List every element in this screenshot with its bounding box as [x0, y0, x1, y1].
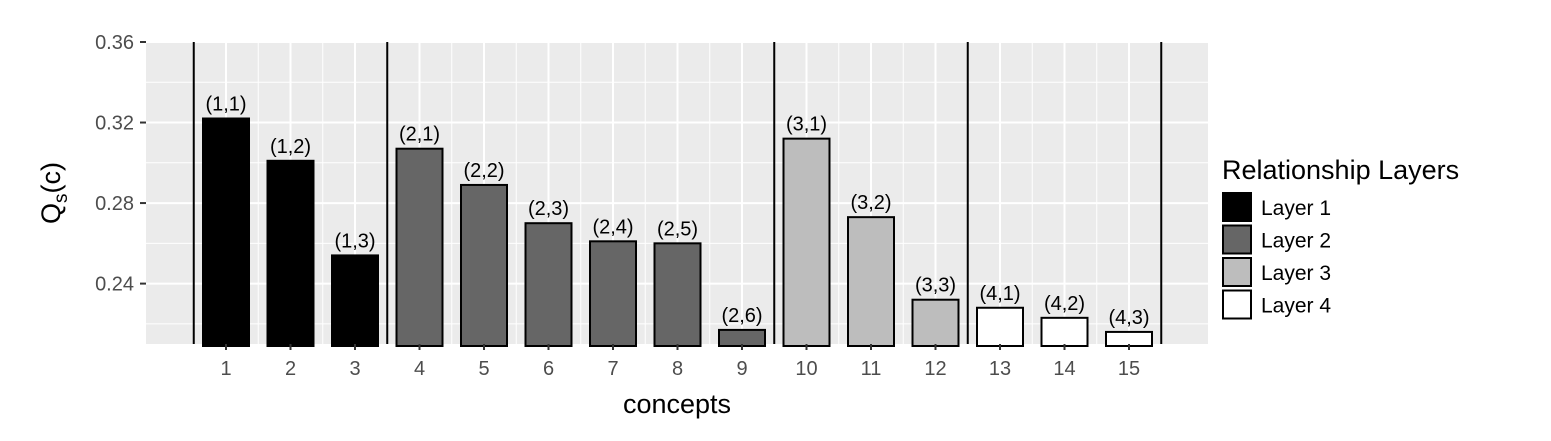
bar-6: [524, 222, 573, 347]
x-tick-label: 9: [736, 358, 747, 380]
bar-2: [266, 159, 315, 347]
y-axis-title-suffix: (c): [36, 162, 66, 193]
y-tick-label: 0.28: [95, 193, 134, 215]
x-tick-label: 11: [861, 358, 882, 380]
bar-label-6: (2,3): [528, 198, 569, 220]
bar-label-5: (2,2): [463, 160, 504, 182]
bar-1: [202, 117, 250, 347]
bar-label-1: (1,1): [205, 94, 246, 116]
bar-15: [1105, 330, 1153, 348]
bar-label-2: (1,2): [270, 136, 311, 158]
x-tick-label: 14: [1053, 358, 1075, 380]
legend-key-layer-1: [1222, 192, 1252, 222]
x-tick-label: 2: [285, 358, 296, 380]
bar-14: [1040, 316, 1089, 347]
bar-label-8: (2,5): [657, 218, 698, 240]
y-axis-title-subscript: s: [51, 193, 72, 203]
legend-key-layer-3: [1222, 257, 1252, 287]
y-axis: 0.24 0.28 0.32 0.36: [95, 32, 146, 296]
bar-13: [976, 306, 1024, 348]
x-tick-label: 13: [989, 358, 1011, 380]
bar-label-14: (4,2): [1044, 293, 1085, 315]
legend-label-layer-1: Layer 1: [1261, 197, 1331, 220]
x-axis: 1 2 3 4 5 6 7 8 9 10 11 12 13 14 15: [220, 344, 1140, 380]
legend-key-layer-2: [1222, 224, 1252, 255]
legend-title: Relationship Layers: [1222, 155, 1459, 185]
legend-label-layer-2: Layer 2: [1261, 230, 1331, 253]
y-tick-label: 0.36: [95, 32, 134, 54]
bar-label-9: (2,6): [721, 305, 762, 327]
bar-label-13: (4,1): [979, 283, 1020, 305]
y-axis-title: Qs(c): [36, 162, 72, 224]
bar-11: [847, 216, 895, 347]
bar-label-10: (3,1): [786, 114, 827, 136]
x-tick-label: 1: [220, 358, 231, 380]
bar-12: [911, 298, 960, 347]
legend: Relationship Layers Layer 1 Layer 2 Layer …: [1222, 155, 1459, 320]
bar-3: [331, 254, 379, 347]
bar-label-12: (3,3): [915, 275, 956, 297]
bar-label-7: (2,4): [592, 216, 633, 238]
y-tick-label: 0.32: [95, 113, 134, 135]
legend-key-layer-4: [1222, 289, 1252, 320]
bar-label-4: (2,1): [399, 124, 440, 146]
bar-label-15: (4,3): [1108, 307, 1149, 329]
x-tick-label: 15: [1118, 358, 1140, 380]
bar-label-3: (1,3): [334, 230, 375, 252]
x-tick-label: 7: [607, 358, 618, 380]
x-tick-label: 3: [349, 358, 360, 380]
bar-label-11: (3,2): [850, 192, 891, 214]
x-tick-label: 5: [478, 358, 489, 380]
y-tick-label: 0.24: [95, 274, 134, 296]
legend-label-layer-3: Layer 3: [1261, 262, 1331, 285]
bar-5: [460, 183, 508, 347]
x-axis-title: concepts: [623, 389, 731, 419]
bars: [202, 117, 1153, 348]
x-tick-label: 12: [924, 358, 946, 380]
x-tick-label: 8: [672, 358, 683, 380]
x-tick-label: 10: [795, 358, 817, 380]
bar-7: [589, 240, 637, 348]
bar-labels: (1,1) (1,2) (1,3) (2,1) (2,2) (2,3) (2,4) (2,5)…: [205, 94, 1149, 329]
bar-4: [395, 147, 444, 347]
bar-10: [782, 137, 831, 347]
bar-8: [653, 242, 702, 347]
x-tick-label: 4: [414, 358, 425, 380]
legend-label-layer-4: Layer 4: [1261, 295, 1331, 318]
layer-separators: [192, 42, 1163, 344]
x-tick-label: 6: [543, 358, 554, 380]
bar-9: [718, 328, 766, 348]
